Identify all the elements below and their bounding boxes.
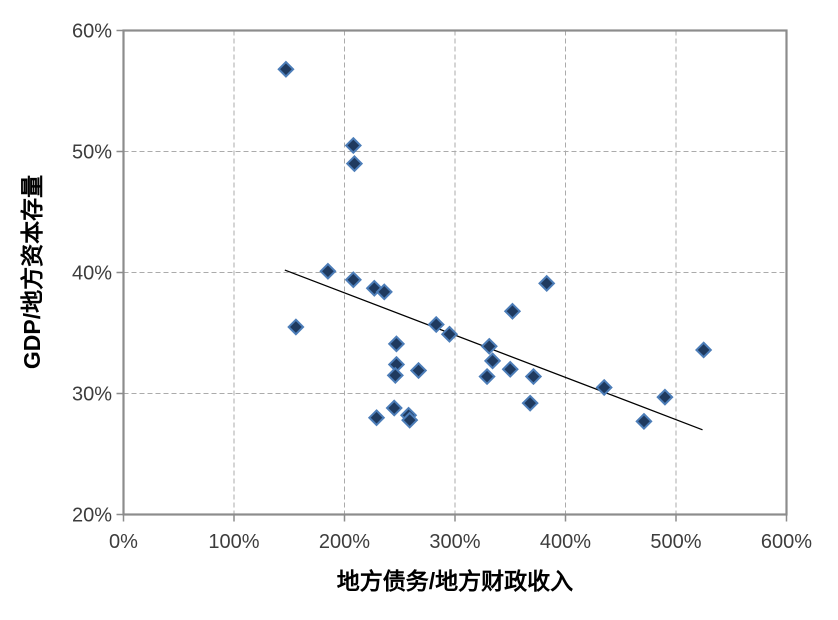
data-points-layer (277, 60, 713, 430)
x-axis-title: 地方债务/地方财政收入 (337, 568, 573, 594)
data-point (478, 367, 496, 386)
data-point (524, 367, 543, 386)
y-tick-label: 50% (72, 142, 112, 164)
data-point (345, 154, 364, 173)
data-point (521, 394, 539, 412)
data-point (367, 409, 386, 427)
data-point (427, 315, 445, 334)
data-point (501, 360, 519, 378)
data-point (483, 352, 502, 370)
data-point (344, 271, 362, 289)
tick-marks-layer (116, 29, 788, 522)
x-tick-label: 500% (650, 531, 701, 553)
data-point (480, 337, 498, 355)
data-point (409, 361, 428, 380)
data-point (503, 302, 522, 320)
data-point (387, 335, 406, 353)
data-point (385, 399, 403, 417)
data-point (695, 341, 713, 359)
y-tick-label: 20% (72, 505, 112, 527)
x-tick-label: 600% (761, 531, 812, 553)
x-tick-label: 0% (109, 531, 138, 553)
data-point (344, 136, 362, 155)
data-point (375, 283, 393, 301)
data-point (595, 378, 613, 397)
y-tick-label: 30% (72, 384, 112, 406)
data-point (440, 325, 459, 343)
x-tick-label: 300% (429, 531, 480, 553)
data-point (277, 60, 295, 78)
data-point (319, 262, 337, 280)
x-tick-label: 100% (208, 531, 259, 553)
data-point (656, 388, 674, 406)
data-point (386, 366, 404, 384)
data-point (287, 318, 305, 336)
y-axis-title: GDP/地方资本存量 (19, 175, 45, 369)
data-point (401, 411, 419, 429)
x-tick-label: 200% (319, 531, 370, 553)
data-point (538, 274, 556, 293)
x-tick-label: 400% (540, 531, 591, 553)
y-tick-label: 40% (72, 263, 112, 285)
data-point (635, 412, 653, 430)
gridlines-layer (123, 30, 787, 515)
tick-labels-layer: 0% 100% 200% 300% 400% 500% 600% 20% 30% 40% 50% 60… (72, 21, 812, 554)
y-tick-label: 60% (72, 21, 112, 43)
